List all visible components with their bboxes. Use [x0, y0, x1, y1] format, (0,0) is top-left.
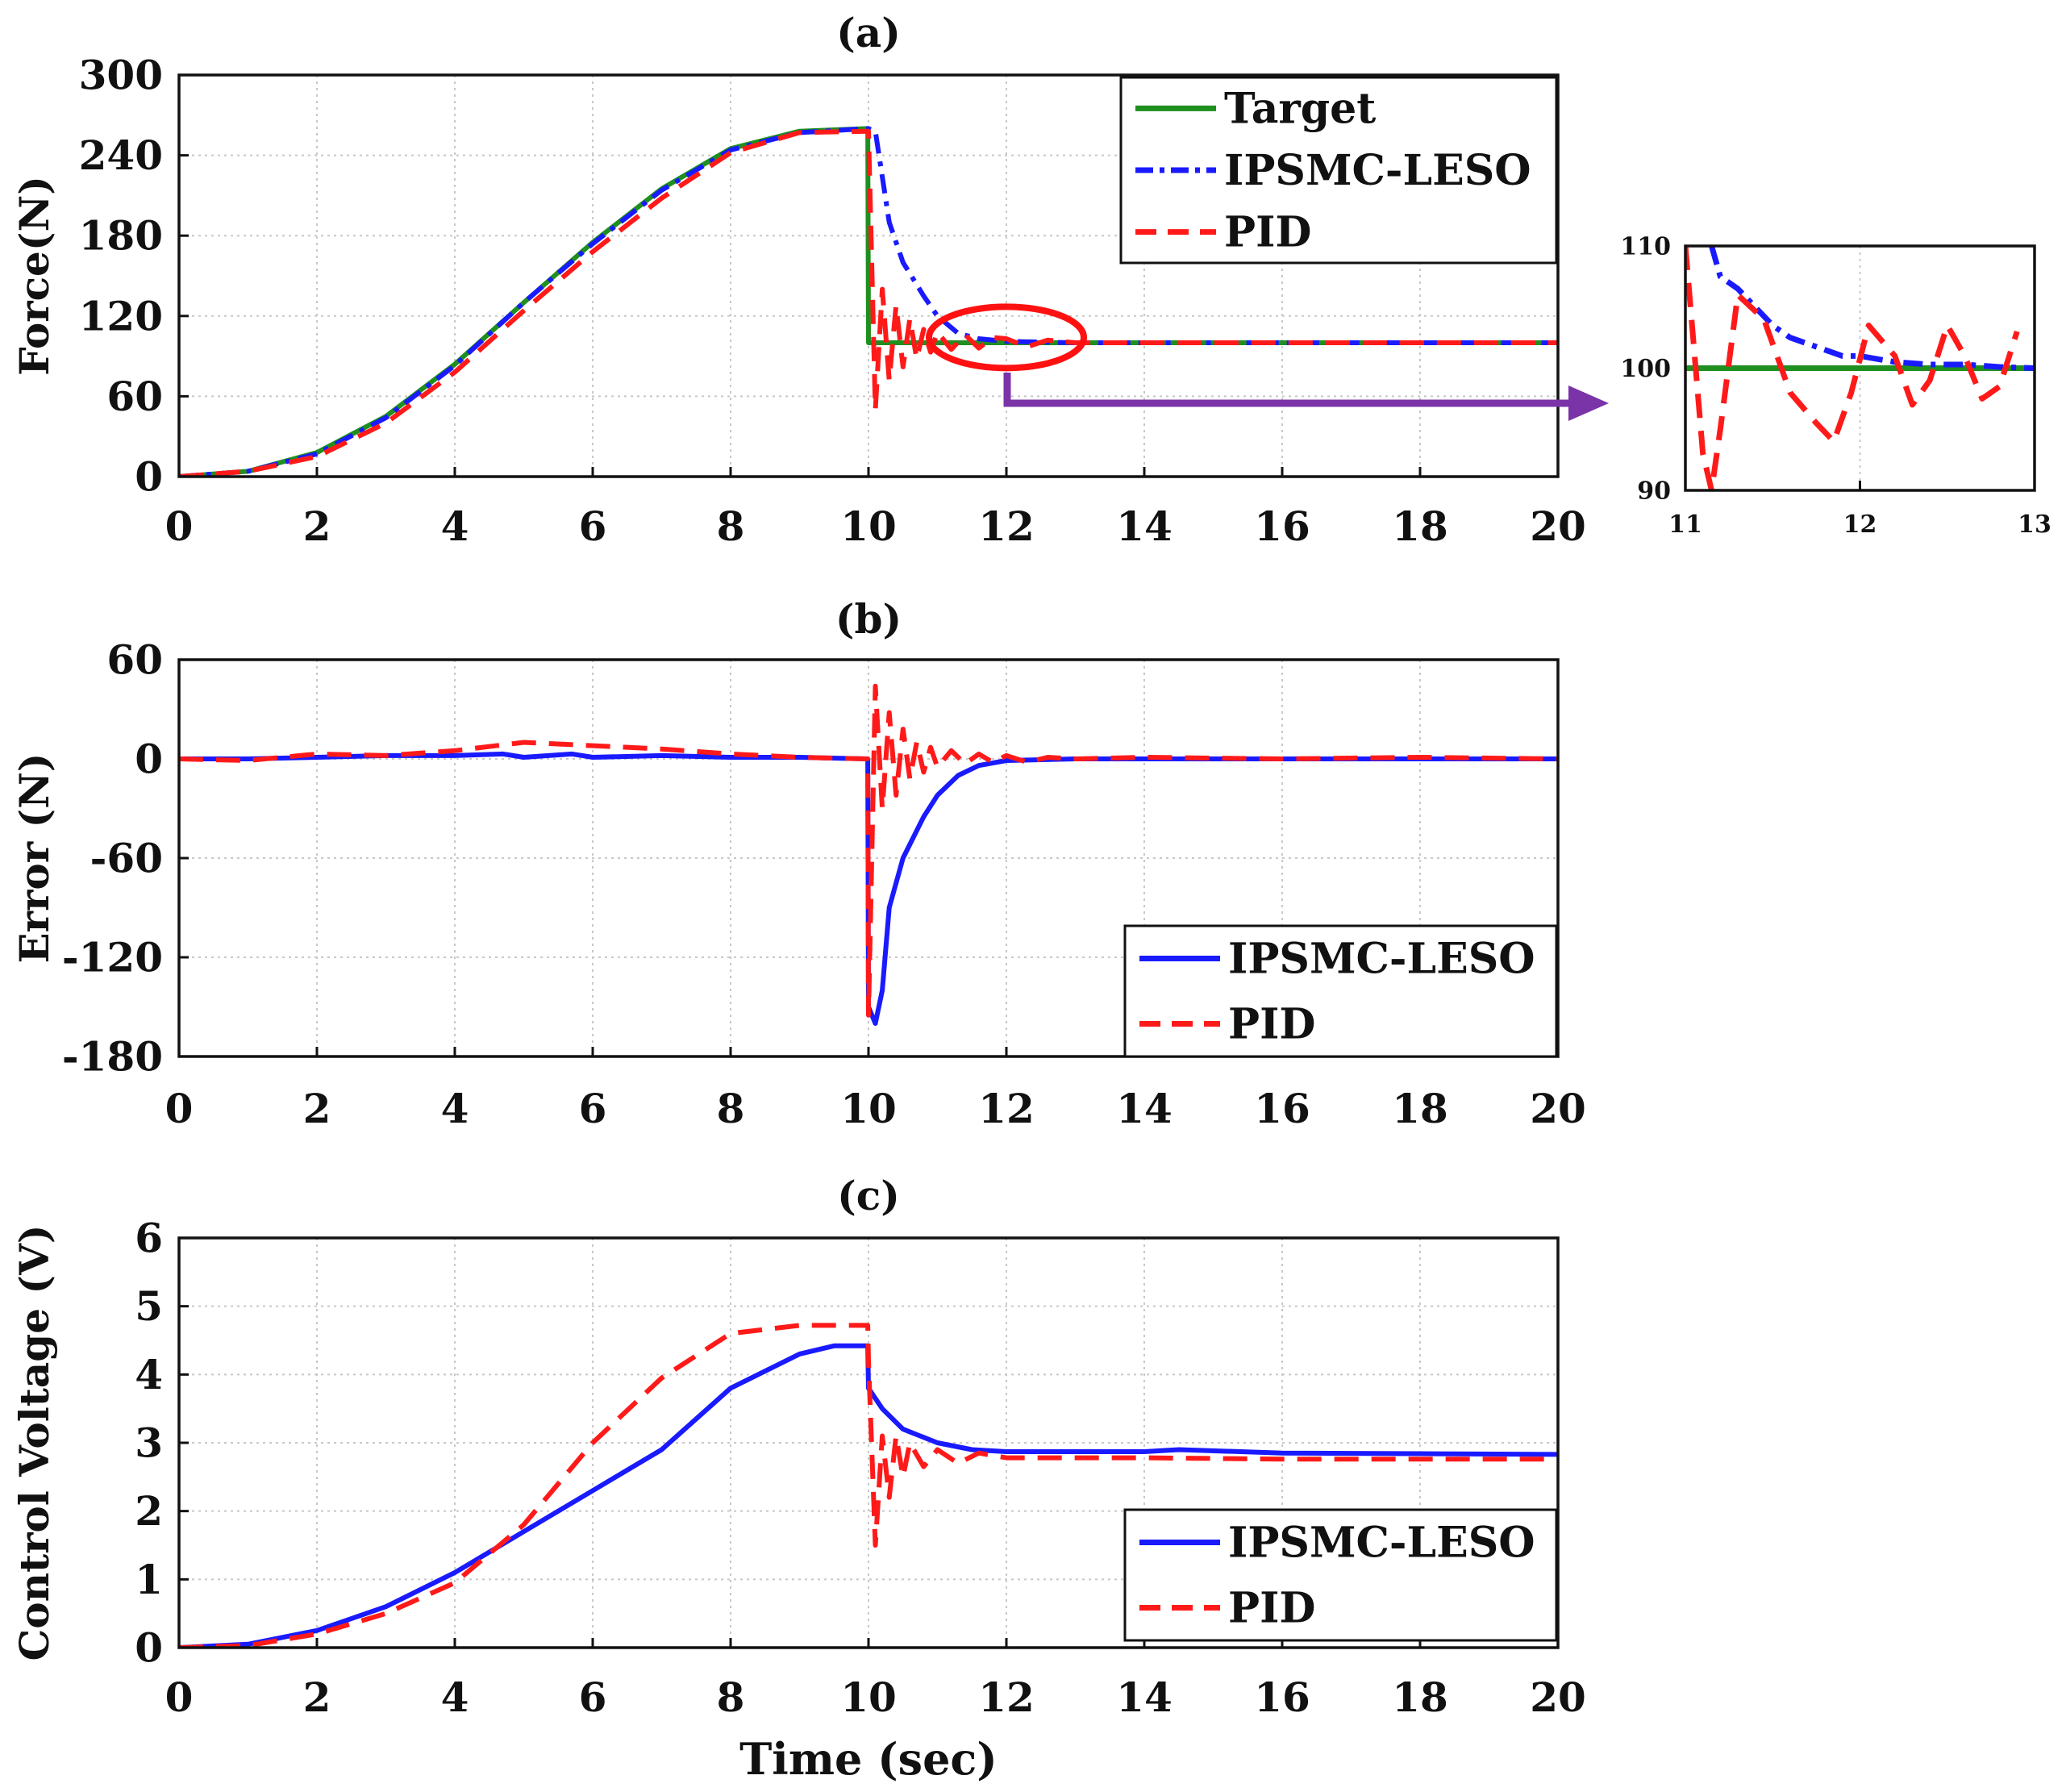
chart-title: (c)	[837, 1172, 900, 1219]
x-tick-label: 6	[579, 1085, 607, 1132]
chart-inset: 11 12 13 90 100 110	[1620, 233, 2051, 540]
x-tick-label: 8	[717, 1673, 745, 1721]
y-tick-label: -60	[90, 835, 163, 882]
zoom-arrow-head	[1568, 385, 1609, 421]
series-line-pid	[179, 683, 1558, 1018]
legend-b: IPSMC-LESO PID	[1123, 924, 1558, 1058]
legend-label: IPSMC-LESO	[1224, 146, 1531, 195]
plot-frame	[1684, 244, 2036, 492]
chart-title: (b)	[835, 595, 902, 643]
zoom-ellipse-annotation	[926, 303, 1087, 372]
x-tick-label: 2	[303, 502, 331, 550]
x-tick-label: 10	[840, 1085, 897, 1132]
y-tick-label: 300	[79, 52, 163, 99]
series-line-pid	[179, 1323, 1558, 1648]
legend-label: PID	[1228, 1000, 1316, 1049]
y-tick-label: -120	[62, 934, 163, 981]
legend-label: IPSMC-LESO	[1228, 935, 1535, 984]
plot-frame	[177, 1236, 1560, 1649]
y-tick-label: 3	[135, 1419, 163, 1467]
x-tick-label: 16	[1254, 502, 1310, 550]
x-tick-label: 13	[2018, 511, 2051, 539]
x-tick-label: 14	[1116, 1085, 1173, 1132]
y-tick-label: 180	[79, 212, 163, 260]
zoom-arrow-line	[1003, 373, 1568, 407]
y-axis-label: Error (N)	[10, 753, 58, 964]
y-tick-label: 0	[135, 736, 163, 783]
legend-box	[1123, 1508, 1558, 1642]
x-tick-label: 10	[840, 1673, 897, 1721]
x-tick-label: 20	[1530, 502, 1586, 550]
y-tick-label: 1	[135, 1556, 163, 1603]
chart-title: (a)	[836, 9, 901, 56]
y-tick-label: 0	[135, 1624, 163, 1672]
x-tick-label: 20	[1530, 1673, 1586, 1721]
x-tick-label: 12	[978, 1085, 1035, 1132]
x-tick-label: 18	[1392, 502, 1448, 550]
x-tick-label: 12	[978, 1673, 1035, 1721]
y-tick-label: 120	[79, 292, 163, 340]
x-tick-label: 18	[1392, 1673, 1448, 1721]
x-tick-label: 14	[1116, 1673, 1173, 1721]
plot-frame	[177, 73, 1560, 478]
x-tick-label: 8	[717, 1085, 745, 1132]
legend-label: PID	[1224, 208, 1312, 257]
y-axis-label: Control Voltage (V)	[10, 1224, 58, 1661]
x-tick-label: 12	[978, 502, 1035, 550]
legend-c: IPSMC-LESO PID	[1123, 1508, 1558, 1642]
y-tick-label: -180	[62, 1033, 163, 1081]
x-tick-label: 0	[165, 1673, 194, 1721]
y-tick-label: 60	[106, 373, 163, 420]
y-tick-label: 2	[135, 1487, 163, 1535]
y-tick-label: 0	[135, 453, 163, 501]
x-tick-label: 6	[579, 502, 607, 550]
x-tick-label: 20	[1530, 1085, 1586, 1132]
y-tick-label: 110	[1620, 233, 1671, 261]
chart-a: 0 2 4 6 8 10 12 14 16 18 20 0 60 120 180 240 300 (a) Force…	[10, 9, 1586, 550]
legend-label: Target	[1224, 84, 1376, 133]
chart-b: 0 2 4 6 8 10 12 14 16 18 20 -180 -120 -60 0 60 (b) Error …	[10, 595, 1586, 1132]
series-group	[1685, 246, 2035, 490]
legend-a: Target IPSMC-LESO PID	[1119, 76, 1558, 265]
x-tick-label: 4	[441, 502, 469, 550]
y-tick-label: 240	[79, 131, 163, 179]
y-tick-label: 60	[106, 636, 163, 684]
series-line-pid	[179, 128, 1558, 477]
y-tick-label: 90	[1637, 477, 1671, 506]
y-tick-label: 100	[1620, 355, 1671, 383]
series-line-pid	[1685, 246, 2020, 490]
x-tick-label: 0	[165, 1085, 194, 1132]
y-tick-label: 6	[135, 1215, 163, 1262]
legend-label: PID	[1228, 1584, 1316, 1633]
plot-frame	[177, 658, 1560, 1058]
x-tick-label: 18	[1392, 1085, 1448, 1132]
series-group	[179, 1323, 1558, 1648]
x-tick-label: 14	[1116, 502, 1173, 550]
x-tick-label: 2	[303, 1673, 331, 1721]
x-tick-label: 4	[441, 1673, 469, 1721]
x-tick-label: 10	[840, 502, 897, 550]
x-tick-label: 16	[1254, 1085, 1310, 1132]
x-tick-label: 16	[1254, 1673, 1310, 1721]
x-tick-label: 2	[303, 1085, 331, 1132]
x-tick-label: 12	[1843, 511, 1877, 539]
legend-box	[1123, 924, 1558, 1058]
legend-label: IPSMC-LESO	[1228, 1519, 1535, 1568]
x-tick-label: 11	[1668, 511, 1702, 539]
series-line-ipsmc-leso	[1709, 246, 2035, 371]
series-group	[179, 126, 1558, 477]
x-axis-label: Time (sec)	[739, 1733, 998, 1785]
y-axis-label: Force(N)	[10, 176, 58, 376]
y-tick-label: 5	[135, 1282, 163, 1330]
x-tick-label: 4	[441, 1085, 469, 1132]
x-tick-label: 0	[165, 502, 194, 550]
x-tick-label: 8	[717, 502, 745, 550]
y-tick-label: 4	[135, 1351, 163, 1398]
series-group	[179, 683, 1558, 1026]
x-tick-label: 6	[579, 1673, 607, 1721]
zoom-arrow	[1003, 373, 1609, 421]
